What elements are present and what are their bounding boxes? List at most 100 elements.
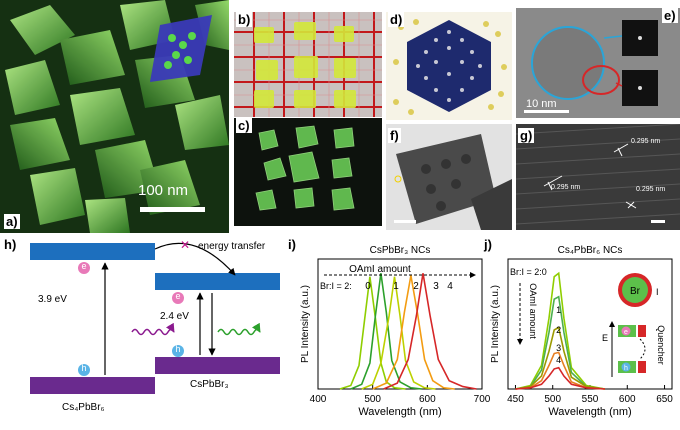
scale-bar-a xyxy=(140,207,205,212)
i-label: I xyxy=(656,287,659,297)
oami-label-j: OAmI amount xyxy=(528,283,538,339)
cross-icon: ✕ xyxy=(180,238,190,252)
x-tick-label: 700 xyxy=(474,394,490,405)
panel-g-label: g) xyxy=(518,128,535,143)
br-core xyxy=(622,277,648,303)
quencher-cb xyxy=(638,325,646,337)
chart-j: 450 500 550 600 650 Wavelength (nm) PL Intensi… xyxy=(490,245,673,418)
panel-d: d) xyxy=(386,12,512,120)
panel-g-image xyxy=(516,124,680,230)
x-tick-label: 600 xyxy=(419,394,436,405)
energy-transfer-text: energy transfer xyxy=(198,241,266,252)
panel-e-label: e) xyxy=(662,8,678,23)
hole-icon-1 xyxy=(78,364,90,376)
electron-icon-1 xyxy=(78,262,90,274)
panel-i-label: i) xyxy=(288,237,296,252)
panel-j-label: j) xyxy=(484,237,492,252)
cb-cspbbr3 xyxy=(155,273,280,290)
chart-title: Cs₄PbBr₆ NCs xyxy=(558,245,623,256)
y-axis-label: PL Intensity (a.u.) xyxy=(490,285,501,363)
scale-bar-e xyxy=(524,110,569,113)
x-axis-label: Wavelength (nm) xyxy=(548,406,631,418)
series-line-4 xyxy=(383,273,477,390)
panel-f-label: f) xyxy=(388,128,401,143)
x-tick-label: 400 xyxy=(310,394,327,405)
series-line-1 xyxy=(350,273,422,390)
panel-d-image xyxy=(386,12,512,120)
series-label-4: 4 xyxy=(447,281,453,292)
electron-icon-2 xyxy=(172,292,184,304)
excitation-wave xyxy=(131,322,175,336)
gap-cspbbr3: 2.4 eV xyxy=(160,311,189,322)
quencher-vb xyxy=(638,361,646,373)
energy-symbol: E xyxy=(602,333,608,343)
panel-h: ✕ h) energy transfer 3.9 eV 2.4 eV e h e… xyxy=(0,235,300,425)
series-label-3: 3 xyxy=(433,281,439,292)
x-tick-label: 650 xyxy=(656,394,673,405)
series-label-2: 2 xyxy=(413,281,419,292)
series-label-0: 0 xyxy=(365,281,371,292)
panel-f-image xyxy=(386,124,512,230)
transfer-arrow xyxy=(154,242,236,276)
panel-g-dspacing-1: 0.295 nm xyxy=(631,138,661,145)
chart-title: CsPbBr₃ NCs xyxy=(370,245,431,256)
oami-arrowhead-j xyxy=(517,339,523,345)
vb-cspbbr3 xyxy=(155,357,280,374)
series-label-j-3: 3 xyxy=(556,343,561,353)
gap-cs4pbbr6: 3.9 eV xyxy=(38,294,67,305)
material-cspbbr3: CsPbBr₃ xyxy=(190,379,229,390)
scale-bar-g xyxy=(651,220,665,223)
x-tick-label: 500 xyxy=(544,394,561,405)
panel-a-scale-text: 100 nm xyxy=(138,182,189,199)
panel-h-diagram: ✕ xyxy=(30,238,280,394)
panel-g-dspacing-2: 0.295 nm xyxy=(551,184,581,191)
series-line-1 xyxy=(515,295,606,390)
quench-path xyxy=(639,338,646,360)
panel-g: g) 0.295 nm 0.295 nm 0.295 nm xyxy=(516,124,680,230)
hole-label-2: h xyxy=(175,344,181,354)
series-label-1: 1 xyxy=(393,281,399,292)
quencher-label: Quencher xyxy=(656,325,666,365)
electron-label-1: e xyxy=(81,261,87,271)
hole-label-1: h xyxy=(81,363,87,373)
panel-j: 450 500 550 600 650 Wavelength (nm) PL Intensi… xyxy=(484,235,680,425)
plot-frame xyxy=(317,258,483,390)
panel-g-dspacing-3: 0.295 nm xyxy=(636,186,666,193)
x-tick-label: 550 xyxy=(582,394,599,405)
series-line-2 xyxy=(361,276,436,390)
hole-chip xyxy=(621,362,631,372)
ratio-label-j: Br:I = 2:0 xyxy=(510,267,547,277)
x-tick-label: 500 xyxy=(364,394,381,405)
panel-f: f) xyxy=(386,124,512,230)
panel-c: c) xyxy=(234,118,382,226)
emission-wave xyxy=(217,322,261,336)
panel-i: 400 500 600 700 Wavelength (nm) PL Intensity … xyxy=(288,235,491,425)
series-label-j-1: 1 xyxy=(556,305,561,315)
panel-d-label: d) xyxy=(388,12,405,27)
panel-c-label: c) xyxy=(236,118,252,133)
cb-cs4pbbr6 xyxy=(30,243,155,260)
x-tick-label: 600 xyxy=(619,394,636,405)
oami-arrowhead xyxy=(470,272,476,278)
series-line-3 xyxy=(515,351,605,390)
series-line-4 xyxy=(515,366,605,390)
panel-e: e) 10 nm xyxy=(516,8,680,118)
panel-c-image xyxy=(234,118,382,226)
panel-a-image xyxy=(0,0,229,233)
energy-axis-head xyxy=(609,321,615,327)
panel-e-image xyxy=(516,8,680,118)
series-line-3 xyxy=(372,275,455,390)
panel-b-image xyxy=(234,12,382,117)
ratio-label: Br:I = 2: xyxy=(320,281,352,291)
panel-a-label: a) xyxy=(4,214,20,229)
vb-cs4pbbr6 xyxy=(30,377,155,394)
panel-b-label: b) xyxy=(236,12,253,27)
scale-bar-f xyxy=(394,220,416,223)
series-line-0 xyxy=(339,276,406,390)
series-label-j-4: 4 xyxy=(556,355,561,365)
panel-h-label: h) xyxy=(4,237,17,252)
electron-chip xyxy=(621,326,631,336)
hole-chip-label: h xyxy=(624,365,628,372)
y-axis-label: PL Intensity (a.u.) xyxy=(300,285,311,363)
series-label-j-2: 2 xyxy=(556,325,561,335)
